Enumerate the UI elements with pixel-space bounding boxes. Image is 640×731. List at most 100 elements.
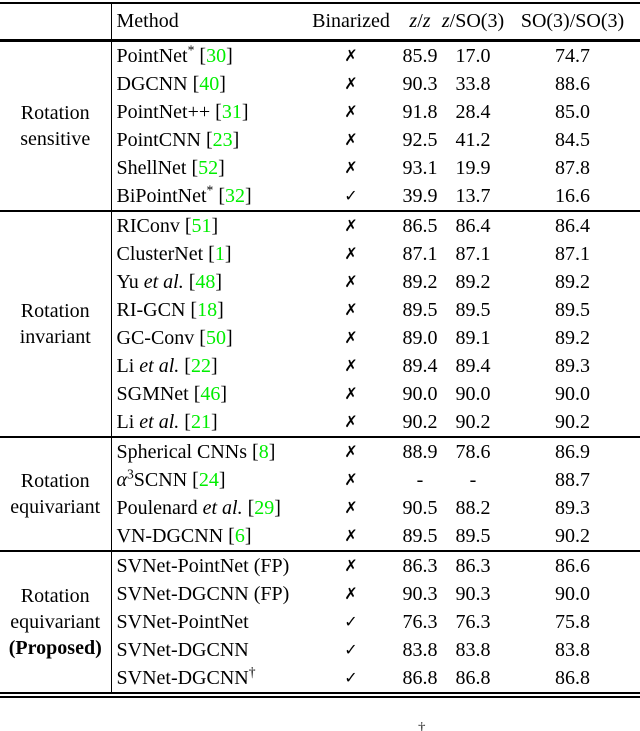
value-z-z: 86.5 — [402, 215, 438, 237]
method-name: RI-GCN — [116, 299, 186, 321]
cross-icon: ✗ — [344, 584, 358, 603]
table-row: ShellNet [52] ✗ 93.1 19.9 87.8 — [0, 154, 640, 182]
bracket: ] — [218, 469, 226, 491]
bracket: [ — [194, 45, 207, 67]
value-so3-so3: 90.2 — [555, 525, 590, 547]
method-name: SVNet-DGCNN — [116, 667, 249, 689]
bracket: ] — [219, 73, 226, 95]
value-z-so3: 17.0 — [455, 45, 491, 67]
value-so3-so3: 89.3 — [555, 497, 590, 519]
citation-link[interactable]: 23 — [212, 129, 233, 151]
group-label: Rotation equivariant — [0, 437, 111, 551]
value-z-z: 91.8 — [402, 101, 438, 123]
value-z-z: 39.9 — [402, 185, 438, 207]
cross-icon: ✗ — [344, 412, 358, 431]
col-header-z-z: z/z — [399, 3, 441, 41]
bracket: ] — [274, 497, 281, 519]
method-cell: Poulenard et al. [29] — [110, 494, 303, 522]
slash: / — [417, 10, 423, 32]
citation-link[interactable]: 8 — [258, 441, 269, 463]
value-z-z: 86.8 — [402, 667, 438, 689]
so3-symbol: SO(3) — [455, 10, 505, 32]
z-symbol: z — [422, 10, 431, 32]
value-so3-so3: 89.2 — [555, 327, 590, 349]
method-cell: PointCNN [23] — [110, 126, 303, 154]
bracket: ] — [244, 525, 252, 547]
bracket: ] — [226, 45, 233, 67]
citation-link[interactable]: 50 — [205, 327, 226, 349]
value-z-so3: 90.3 — [455, 583, 491, 605]
group-label-line: sensitive — [20, 128, 91, 150]
table-row: SVNet-DGCNN (FP) ✗ 90.3 90.3 90.0 — [0, 580, 640, 608]
citation-link[interactable]: 22 — [190, 355, 211, 377]
value-so3-so3: 75.8 — [555, 611, 590, 633]
bracket: ] — [244, 185, 252, 207]
citation-link[interactable]: 6 — [234, 525, 245, 547]
cross-icon: ✗ — [344, 526, 358, 545]
method-name: SGMNet — [116, 383, 189, 405]
value-so3-so3: 90.2 — [555, 411, 590, 433]
z-symbol: z — [441, 10, 450, 32]
value-z-so3: 89.5 — [455, 525, 491, 547]
citation-link[interactable]: 51 — [191, 215, 212, 237]
group-column-header — [0, 3, 111, 41]
citation-link[interactable]: 30 — [206, 45, 227, 67]
bracket: ] — [218, 157, 225, 179]
bracket: ] — [268, 441, 276, 463]
value-z-so3: 89.4 — [455, 355, 491, 377]
method-name: RIConv — [116, 215, 180, 237]
value-z-so3: 86.3 — [455, 555, 491, 577]
citation-link[interactable]: 52 — [198, 157, 219, 179]
citation-link[interactable]: 48 — [195, 271, 216, 293]
method-cell: SVNet-DGCNN (FP) — [110, 580, 303, 608]
table-row: SVNet-DGCNN ✓ 83.8 83.8 83.8 — [0, 636, 640, 664]
cross-icon: ✗ — [344, 216, 358, 235]
value-z-z: 89.0 — [402, 327, 438, 349]
group-label-line: (Proposed) — [8, 637, 102, 659]
value-z-so3: 89.5 — [455, 299, 491, 321]
table-header: Method Binarized z/z z/SO(3) SO(3)/SO(3) — [0, 3, 640, 41]
bracket: ] — [211, 215, 219, 237]
value-so3-so3: 87.1 — [555, 243, 590, 265]
check-icon: ✓ — [344, 640, 358, 659]
value-z-so3: 19.9 — [455, 157, 491, 179]
method-cell: Yu et al. [48] — [110, 268, 303, 296]
citation-link[interactable]: 24 — [198, 469, 219, 491]
bracket: ] — [210, 411, 218, 433]
method-name: SVNet-PointNet — [116, 611, 249, 633]
value-so3-so3: 88.7 — [555, 469, 590, 491]
table-row: Li et al. [22] ✗ 89.4 89.4 89.3 — [0, 352, 640, 380]
bracket: [ — [183, 271, 196, 293]
citation-link[interactable]: 46 — [200, 383, 221, 405]
value-z-so3: 33.8 — [455, 73, 491, 95]
citation-link[interactable]: 29 — [254, 497, 275, 519]
method-cell: RI-GCN [18] — [110, 296, 303, 324]
method-superscript: 3 — [127, 466, 134, 482]
check-icon: ✓ — [344, 612, 358, 631]
value-z-z: 89.4 — [402, 355, 438, 377]
value-so3-so3: 89.5 — [555, 299, 590, 321]
method-cell: Li et al. [21] — [110, 408, 303, 437]
value-z-z: - — [416, 469, 424, 491]
citation-link[interactable]: 21 — [190, 411, 211, 433]
value-so3-so3: 86.6 — [555, 555, 590, 577]
value-z-so3: 76.3 — [455, 611, 491, 633]
citation-link[interactable]: 1 — [214, 243, 225, 265]
group-label: Rotation equivariant (Proposed) — [0, 551, 111, 695]
citation-link[interactable]: 40 — [199, 73, 220, 95]
citation-link[interactable]: 32 — [224, 185, 245, 207]
method-name: PointNet — [116, 45, 188, 67]
bracket: [ — [179, 215, 192, 237]
method-cell: SVNet-PointNet — [110, 608, 303, 636]
value-z-z: 90.2 — [402, 411, 438, 433]
value-z-so3: 83.8 — [455, 639, 491, 661]
bracket: [ — [185, 299, 198, 321]
method-group: Rotation equivariant (Proposed) SVNet-Point… — [0, 551, 640, 695]
value-z-z: 83.8 — [402, 639, 438, 661]
citation-link[interactable]: 31 — [221, 101, 242, 123]
col-header-method: Method — [110, 3, 303, 41]
col-header-z-so3: z/SO(3) — [441, 3, 505, 41]
bracket: ] — [232, 129, 240, 151]
citation-link[interactable]: 18 — [197, 299, 218, 321]
value-z-z: 92.5 — [402, 129, 438, 151]
